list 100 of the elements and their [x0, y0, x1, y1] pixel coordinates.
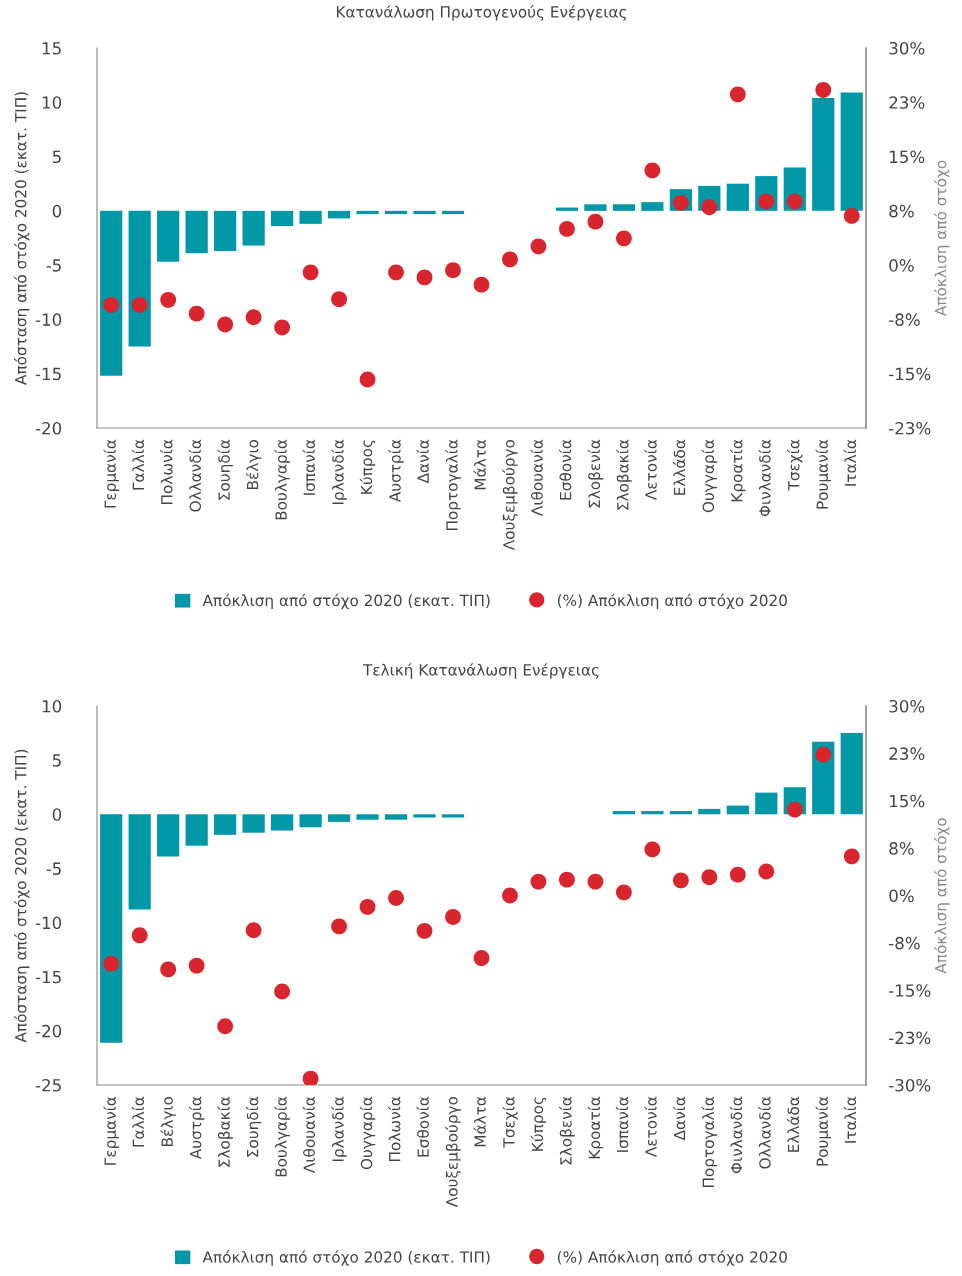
- bar: [128, 210, 151, 347]
- y2-tick-label: -30%: [889, 1078, 931, 1092]
- x-tick-label: Ιρλανδία: [331, 1096, 347, 1162]
- bar: [185, 210, 208, 254]
- point: [502, 887, 518, 904]
- point: [729, 866, 746, 883]
- point: [188, 305, 205, 322]
- point: [530, 873, 547, 890]
- bar: [441, 210, 465, 215]
- y-tick-label: 0: [52, 808, 62, 821]
- bar: [755, 792, 778, 815]
- x-tick-label: Ιταλία: [843, 439, 857, 486]
- point: [302, 1070, 319, 1085]
- x-tick-label: Βέλγιο: [245, 439, 262, 489]
- bar: [327, 210, 351, 219]
- point: [615, 884, 632, 901]
- x-tick-label: Ισπανία: [302, 439, 316, 495]
- x-tick-label: Γερμανία: [103, 439, 119, 508]
- bar: [271, 814, 294, 831]
- y-tick-label: -20: [35, 421, 62, 435]
- legend-label: (%) Απόκλιση από στόχο 2020: [557, 1250, 787, 1266]
- y2-tick-label: -23%: [889, 421, 931, 435]
- bar: [669, 811, 692, 815]
- bar: [214, 814, 237, 835]
- point: [388, 890, 404, 906]
- point: [473, 276, 490, 293]
- y-tick-label: 5: [52, 150, 61, 164]
- y2-tick-label: -8%: [889, 936, 920, 950]
- point: [445, 262, 461, 279]
- x-tick-label: Αυστρία: [188, 1096, 205, 1160]
- x-tick-label: Λετονία: [644, 439, 657, 500]
- point: [559, 221, 575, 237]
- y2-tick-label: -15%: [889, 984, 931, 997]
- y2-tick-label: 23%: [889, 96, 925, 109]
- y-tick-label: 10: [42, 699, 62, 713]
- point: [530, 238, 547, 255]
- point: [758, 863, 775, 880]
- x-tick-label: Κύπρος: [359, 440, 376, 494]
- bar: [242, 814, 265, 833]
- x-tick-label: Ρουμανία: [815, 439, 831, 509]
- bar: [612, 204, 635, 211]
- x-tick-label: Γαλλία: [131, 439, 145, 490]
- legend-label: Απόκλιση από στόχο 2020 (εκατ. ΤΙΠ): [202, 593, 490, 610]
- point: [445, 909, 461, 925]
- point: [217, 316, 234, 333]
- point: [644, 162, 661, 179]
- x-tick-label: Μάλτα: [473, 439, 486, 490]
- point: [188, 957, 205, 974]
- bar: [157, 814, 180, 857]
- legend-label: (%) Απόκλιση από στόχο 2020: [557, 593, 787, 610]
- x-tick-label: Σλοβενία: [559, 1096, 575, 1165]
- bar: [128, 814, 151, 910]
- y2-tick-label: 30%: [889, 699, 925, 713]
- bar: [356, 210, 379, 215]
- bar: [726, 805, 749, 815]
- x-tick-label: Λιθουανία: [530, 439, 543, 516]
- point: [815, 82, 832, 98]
- point: [359, 898, 376, 915]
- chart-title: Κατανάλωση Πρωτογενούς Ενέργειας: [336, 5, 626, 21]
- bar: [555, 207, 579, 211]
- x-tick-label: Λουξεμβούργο: [502, 439, 518, 551]
- x-tick-label: Πορτογαλία: [445, 439, 461, 531]
- bar: [641, 202, 664, 211]
- bar: [299, 814, 322, 828]
- y-tick-label: -10: [35, 916, 62, 930]
- y2-tick-label: -15%: [889, 367, 931, 381]
- point: [644, 841, 661, 858]
- x-tick-label: Φινλανδία: [758, 439, 771, 517]
- bar: [100, 210, 123, 376]
- x-tick-label: Λετονία: [644, 1096, 657, 1157]
- x-tick-label: Τσεχία: [787, 439, 803, 491]
- y-tick-label: -5: [46, 259, 61, 272]
- point: [843, 848, 860, 865]
- bar: [413, 814, 436, 818]
- bar: [299, 210, 322, 224]
- bar: [726, 183, 749, 211]
- point: [416, 922, 433, 939]
- y-tick-label: -10: [35, 313, 62, 326]
- x-tick-label: Σλοβακία: [217, 1096, 233, 1167]
- x-tick-label: Τσεχία: [502, 1096, 518, 1148]
- x-tick-label: Εσθονία: [558, 439, 572, 500]
- x-tick-label: Εσθονία: [416, 1096, 429, 1157]
- x-tick-label: Γαλλία: [131, 1096, 145, 1147]
- point: [672, 872, 689, 889]
- x-tick-label: Κροατία: [730, 439, 746, 502]
- x-tick-label: Σλοβενία: [587, 439, 604, 508]
- point: [103, 955, 120, 972]
- x-tick-label: Ουγγαρία: [359, 1096, 376, 1170]
- x-tick-label: Δανία: [672, 1096, 686, 1141]
- x-tick-label: Βουλγαρία: [274, 439, 290, 520]
- x-tick-label: Λιθουανία: [302, 1096, 316, 1173]
- y2-tick-label: 15%: [890, 150, 925, 164]
- x-tick-label: Ιταλία: [843, 1096, 857, 1143]
- x-tick-label: Ουγγαρία: [701, 439, 718, 513]
- y2-axis-title: Απόκλιση από στόχο: [934, 160, 950, 317]
- point: [217, 1018, 234, 1035]
- point: [786, 193, 803, 210]
- x-tick-label: Σουηδία: [245, 1096, 262, 1157]
- bar: [384, 210, 408, 215]
- point: [701, 199, 718, 216]
